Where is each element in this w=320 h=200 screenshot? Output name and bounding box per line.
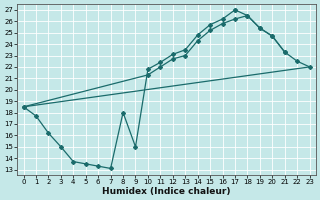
X-axis label: Humidex (Indice chaleur): Humidex (Indice chaleur) — [102, 187, 231, 196]
